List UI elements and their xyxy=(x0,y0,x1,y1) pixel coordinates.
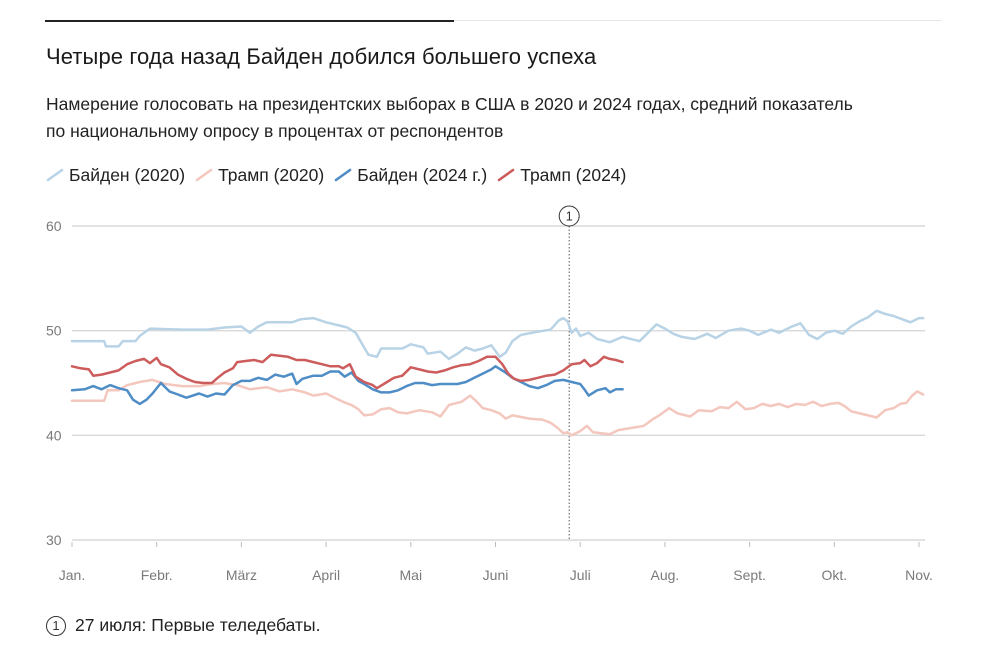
legend-item-trump-2024: Трамп (2024) xyxy=(497,165,626,186)
x-tick-label-9: Okt. xyxy=(821,567,847,583)
legend-swatch-biden-2024 xyxy=(334,168,352,182)
top-rule xyxy=(45,20,942,21)
x-tick-label-2: März xyxy=(226,567,257,583)
footnote-marker-icon: 1 xyxy=(46,615,66,636)
legend: Байден (2020) Трамп (2020) Байден (2024 … xyxy=(46,161,636,189)
y-tick-label-30: 30 xyxy=(46,532,62,548)
x-tick-label-0: Jan. xyxy=(59,567,85,583)
axis-layer: 60 50 40 30 Jan. Febr. März April Mai Juni Juli Aug… xyxy=(46,218,933,583)
legend-label-biden-2020: Байден (2020) xyxy=(69,164,186,185)
footnote: 1 27 июля: Первые теледебаты. xyxy=(46,615,320,636)
chart-title: Четыре года назад Байден добился большег… xyxy=(46,44,597,69)
series-line-biden-2020 xyxy=(70,309,925,361)
x-tick-label-3: April xyxy=(312,567,340,583)
y-tick-label-50: 50 xyxy=(46,323,62,339)
x-tick-label-8: Sept. xyxy=(733,567,766,583)
legend-label-trump-2024: Трамп (2024) xyxy=(520,164,627,185)
chart-subtitle: Намерение голосовать на президентских вы… xyxy=(46,94,853,141)
line-chart: 1 60 50 40 30 Jan. Febr. März April Mai Juni Juli A… xyxy=(46,205,933,583)
y-tick-label-40: 40 xyxy=(46,427,62,443)
legend-swatch-trump-2020 xyxy=(195,168,213,182)
series-layer xyxy=(70,309,925,437)
annotation-marker-icon-1 xyxy=(558,205,580,227)
y-tick-label-60: 60 xyxy=(46,218,62,234)
series-line-trump-2020 xyxy=(70,378,925,437)
x-tick-label-6: Juli xyxy=(570,567,591,583)
x-tick-label-4: Mai xyxy=(400,567,423,583)
footnote-text: 27 июля: Первые теледебаты. xyxy=(75,615,321,635)
top-accent-rule xyxy=(45,20,454,22)
x-tick-label-7: Aug. xyxy=(650,567,679,583)
annotation-label-1: 1 xyxy=(566,210,573,224)
legend-item-biden-2020: Байден (2020) xyxy=(46,165,185,186)
series-line-biden-2024 xyxy=(70,365,624,406)
legend-label-trump-2020: Трамп (2020) xyxy=(218,164,325,185)
legend-swatch-trump-2024 xyxy=(497,168,515,182)
x-tick-label-5: Juni xyxy=(483,567,509,583)
legend-item-biden-2024: Байден (2024 г.) xyxy=(334,165,487,186)
legend-item-trump-2020: Трамп (2020) xyxy=(195,165,324,186)
series-line-trump-2024 xyxy=(70,353,624,390)
annotation-layer: 1 xyxy=(558,205,580,540)
legend-label-biden-2024: Байден (2024 г.) xyxy=(357,164,488,185)
x-tick-label-1: Febr. xyxy=(141,567,173,583)
x-tick-label-10: Nov. xyxy=(905,567,933,583)
legend-swatch-biden-2020 xyxy=(46,168,64,182)
